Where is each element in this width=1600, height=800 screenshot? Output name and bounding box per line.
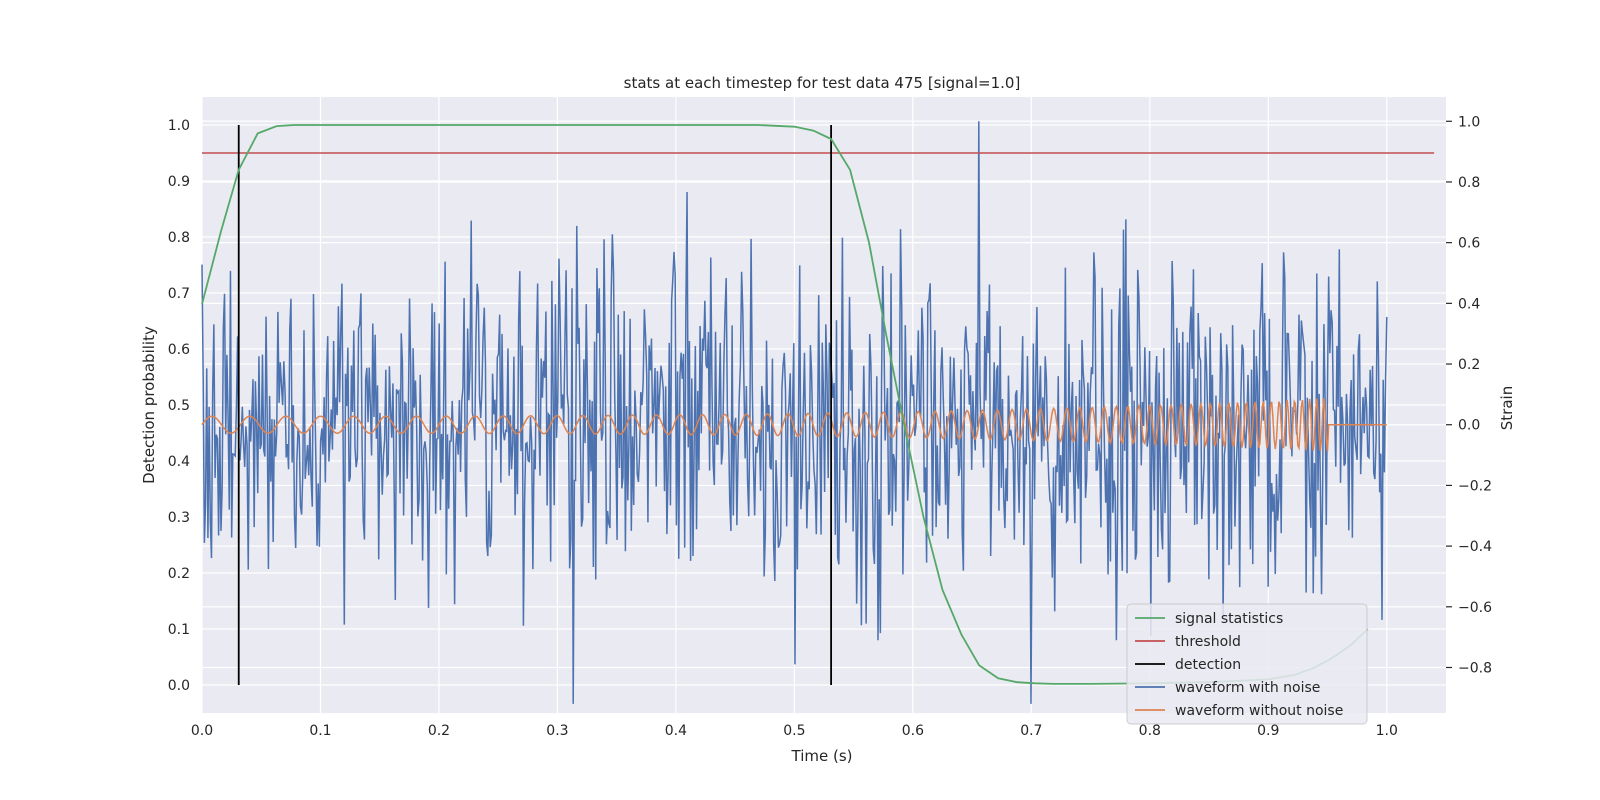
y-right-tick-label: 0.0: [1458, 418, 1480, 434]
y-left-tick-label: 0.8: [168, 230, 190, 246]
x-axis-label: Time (s): [791, 747, 853, 765]
legend: signal statistics threshold detection wavef…: [1126, 603, 1368, 725]
y-right-tick-label: −0.4: [1458, 539, 1492, 555]
legend-box: [1126, 603, 1368, 725]
y-right-tick-label: −0.8: [1458, 660, 1492, 676]
y-right-tick-label: 0.6: [1458, 236, 1480, 252]
series-waveform-with-noise: [201, 121, 1388, 704]
x-tick-label: 0.8: [1139, 723, 1161, 739]
y-left-tick-label: 0.2: [168, 566, 190, 582]
y-right-tick-label: 0.4: [1458, 296, 1480, 312]
x-tick-label: 1.0: [1376, 723, 1398, 739]
series-waveform-without-noise: [201, 398, 1387, 452]
y-left-tick-label: 0.4: [168, 454, 190, 470]
x-tick-label: 0.0: [191, 723, 213, 739]
x-tick-label: 0.7: [1020, 723, 1042, 739]
legend-label: signal statistics: [1175, 611, 1283, 627]
y-axis-left-label: Detection probability: [140, 326, 158, 484]
y-right-tick-label: 1.0: [1458, 114, 1480, 130]
legend-label: waveform without noise: [1175, 703, 1343, 719]
x-tick-label: 0.3: [546, 723, 568, 739]
y-left-tick-label: 0.0: [168, 678, 190, 694]
y-left-tick-label: 0.3: [168, 510, 190, 526]
y-left-tick-label: 0.7: [168, 286, 190, 302]
y-right-tick-label: 0.2: [1458, 357, 1480, 373]
x-tick-label: 0.4: [665, 723, 687, 739]
legend-label: threshold: [1175, 634, 1241, 650]
x-tick-label: 0.5: [783, 723, 805, 739]
chart-title: stats at each timestep for test data 475…: [624, 74, 1021, 92]
x-tick-label: 0.6: [902, 723, 924, 739]
legend-label: detection: [1175, 657, 1241, 673]
y-right-tick-label: −0.6: [1458, 600, 1492, 616]
axis-ticks: 0.0 0.1 0.2 0.3 0.4 0.5 0.6 0.7 0.8 0.9 1.0 0.0 0.1 0…: [168, 114, 1492, 739]
x-tick-label: 0.1: [309, 723, 331, 739]
y-right-tick-label: 0.8: [1458, 175, 1480, 191]
y-left-tick-label: 0.9: [168, 174, 190, 190]
y-left-tick-label: 0.5: [168, 398, 190, 414]
y-axis-right-label: Strain: [1498, 386, 1516, 430]
y-left-tick-label: 1.0: [168, 118, 190, 134]
x-tick-label: 0.9: [1257, 723, 1279, 739]
y-left-tick-label: 0.1: [168, 622, 190, 638]
y-left-tick-label: 0.6: [168, 342, 190, 358]
legend-label: waveform with noise: [1175, 680, 1320, 696]
x-tick-label: 0.2: [428, 723, 450, 739]
y-right-tick-label: −0.2: [1458, 478, 1492, 494]
